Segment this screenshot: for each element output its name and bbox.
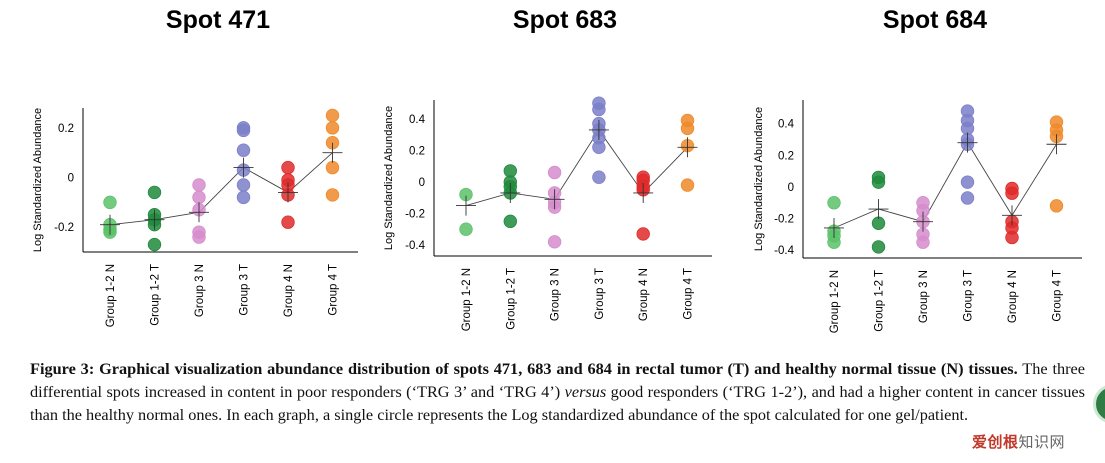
y-tick-label: -0.4 [774, 245, 794, 257]
figure-caption: Figure 3: Graphical visualization abunda… [30, 357, 1085, 426]
data-point [325, 121, 340, 135]
x-tick-label: Group 4 N [283, 264, 295, 317]
data-point [192, 178, 206, 192]
chart-title: Spot 684 [883, 6, 987, 34]
y-axis-label: Log Standardized Abundance [383, 106, 395, 250]
y-tick-label: 0.4 [409, 114, 426, 126]
x-tick-label: Group 3 N [550, 268, 562, 321]
data-point [680, 178, 695, 192]
mean-line [465, 129, 688, 207]
chart-title: Spot 683 [513, 6, 617, 34]
y-tick-label: -0.2 [54, 222, 74, 234]
x-tick-label: Group 3 T [594, 268, 606, 320]
watermark-logo-icon [1093, 384, 1105, 424]
data-point [281, 160, 295, 175]
data-point [1005, 230, 1019, 245]
x-tick-label: Group 1-2 T [874, 270, 886, 332]
data-point [547, 235, 562, 249]
y-tick-label: 0 [788, 182, 794, 194]
y-tick-label: -0.2 [774, 214, 794, 226]
data-point [147, 185, 162, 200]
data-point [325, 108, 340, 123]
data-point [147, 237, 162, 252]
data-point [325, 160, 340, 175]
caption-bold: Figure 3: Graphical visualization abunda… [30, 359, 1018, 378]
x-tick-label: Group 1-2 N [461, 268, 473, 331]
watermark-text: 爱创根知识网 [972, 431, 1065, 452]
x-tick-label: Group 1-2 N [105, 264, 117, 327]
y-tick-label: 0.2 [58, 123, 74, 135]
mean-line [109, 152, 333, 226]
data-point [960, 191, 975, 205]
data-point [871, 175, 886, 189]
data-point [236, 178, 251, 192]
data-point [592, 140, 606, 154]
y-axis-label: Log Standardized Abundance [753, 107, 765, 251]
data-point [680, 121, 695, 136]
y-tick-label: -0.2 [405, 208, 425, 220]
data-point [325, 188, 340, 202]
chart-title: Spot 471 [166, 6, 270, 34]
x-tick-label: Group 4 T [683, 268, 695, 320]
watermark-part-1: 爱创根 [972, 433, 1019, 451]
caption-text-1: The three differential spots increased i… [30, 359, 1085, 401]
data-point [592, 102, 606, 117]
x-tick-label: Group 1-2 T [505, 268, 517, 330]
x-tick-label: Group 1-2 N [829, 270, 841, 333]
data-point [871, 240, 886, 254]
mean-line [833, 141, 1057, 229]
y-tick-label: 0.4 [778, 119, 795, 131]
data-point [103, 195, 117, 210]
watermark-part-2: 知识网 [1018, 433, 1066, 451]
y-tick-label: 0 [419, 177, 425, 189]
data-point [1005, 186, 1019, 200]
caption-italic: versus [564, 382, 607, 401]
x-tick-label: Group 4 N [1007, 270, 1019, 323]
y-axis-label: Log Standardized Abundance [32, 108, 44, 252]
x-tick-label: Group 3 T [963, 270, 975, 322]
y-tick-label: 0.2 [409, 145, 425, 157]
data-point [236, 143, 251, 157]
y-tick-label: 0.2 [778, 150, 794, 162]
x-tick-label: Group 4 T [328, 264, 340, 316]
data-point [916, 235, 930, 249]
y-tick-label: -0.4 [405, 240, 425, 252]
data-point [1049, 199, 1064, 213]
x-tick-label: Group 3 N [918, 270, 930, 323]
data-point [636, 227, 650, 241]
data-point [459, 222, 473, 236]
data-point [192, 230, 206, 244]
data-point [592, 170, 606, 184]
data-point [503, 214, 518, 229]
data-point [547, 165, 562, 180]
data-point [827, 195, 841, 210]
data-point [281, 215, 295, 229]
data-point [236, 190, 251, 205]
x-tick-label: Group 3 N [194, 264, 206, 317]
caption-text-2: good responders (‘TRG 1-2’), and had a h… [30, 382, 1085, 424]
x-tick-label: Group 4 N [638, 268, 650, 321]
y-tick-label: 0 [68, 173, 74, 185]
x-tick-label: Group 3 T [239, 264, 251, 316]
data-point [960, 175, 975, 189]
data-point [192, 190, 206, 205]
data-point [236, 123, 251, 138]
x-tick-label: Group 1-2 T [150, 264, 162, 326]
x-tick-label: Group 4 T [1052, 270, 1064, 322]
figure-charts: Spot 471 0.2 0 -0.2 Log Standardized Abundan… [32, 6, 1082, 333]
